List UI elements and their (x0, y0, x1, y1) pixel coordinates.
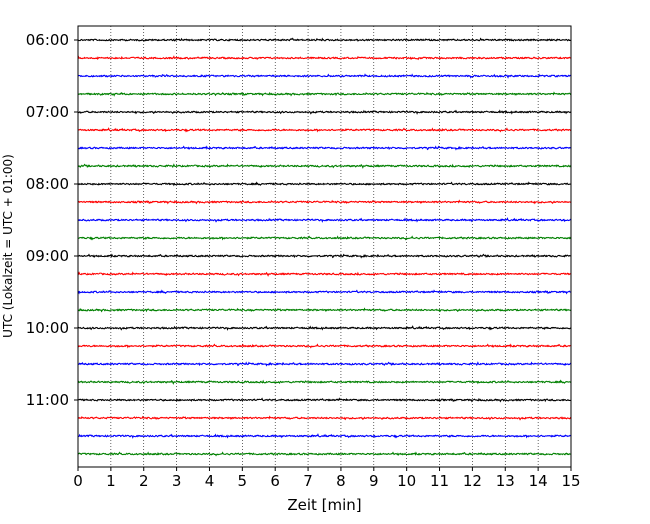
x-tick-label-1: 1 (106, 472, 116, 490)
trace-10 (77, 217, 572, 223)
trace-15 (77, 307, 572, 313)
y-tick-label-10:00: 10:00 (26, 319, 69, 337)
x-tick-label-14: 14 (529, 472, 548, 490)
y-tick-label-09:00: 09:00 (26, 247, 69, 265)
x-axis-label: Zeit [min] (287, 496, 361, 514)
x-tick-label-3: 3 (172, 472, 182, 490)
trace-5 (77, 127, 572, 133)
x-tick-label-5: 5 (238, 472, 248, 490)
y-axis-label: UTC (Lokalzeit = UTC + 01:00) (1, 154, 15, 338)
trace-12 (77, 253, 572, 259)
trace-9 (77, 199, 572, 205)
x-tick-label-11: 11 (430, 472, 449, 490)
trace-18 (77, 361, 572, 367)
trace-11 (77, 235, 572, 241)
trace-2 (77, 73, 572, 79)
trace-19 (77, 379, 572, 385)
x-axis-ticks: 0 1 2 3 4 5 6 7 8 9 10 11 12 13 14 15 (73, 467, 581, 490)
trace-3 (77, 91, 572, 97)
x-tick-label-6: 6 (270, 472, 280, 490)
trace-layer (77, 37, 572, 457)
trace-14 (77, 289, 572, 295)
trace-17 (77, 343, 572, 349)
y-tick-label-11:00: 11:00 (26, 391, 69, 409)
trace-13 (77, 271, 572, 277)
trace-4 (77, 109, 572, 115)
trace-22 (77, 433, 572, 439)
trace-23 (77, 451, 572, 457)
trace-6 (77, 145, 572, 151)
x-tick-label-2: 2 (139, 472, 149, 490)
y-axis-ticks: 06:00 07:00 08:00 09:00 10:00 11:00 (26, 31, 78, 409)
x-tick-label-10: 10 (397, 472, 416, 490)
trace-21 (77, 415, 572, 421)
x-tick-label-12: 12 (463, 472, 482, 490)
x-tick-label-13: 13 (496, 472, 515, 490)
trace-0 (77, 37, 572, 42)
trace-20 (77, 397, 572, 403)
trace-16 (77, 325, 572, 331)
plot-frame (77, 25, 572, 468)
x-tick-label-7: 7 (303, 472, 313, 490)
x-tick-label-4: 4 (205, 472, 215, 490)
x-tick-label-0: 0 (73, 472, 83, 490)
y-tick-label-06:00: 06:00 (26, 31, 69, 49)
trace-7 (77, 163, 572, 169)
y-tick-label-07:00: 07:00 (26, 103, 69, 121)
y-tick-label-08:00: 08:00 (26, 175, 69, 193)
x-tick-label-15: 15 (561, 472, 580, 490)
trace-8 (77, 181, 572, 187)
vertical-grid (110, 26, 539, 467)
x-tick-label-9: 9 (369, 472, 379, 490)
x-tick-label-8: 8 (336, 472, 346, 490)
trace-1 (77, 55, 572, 61)
